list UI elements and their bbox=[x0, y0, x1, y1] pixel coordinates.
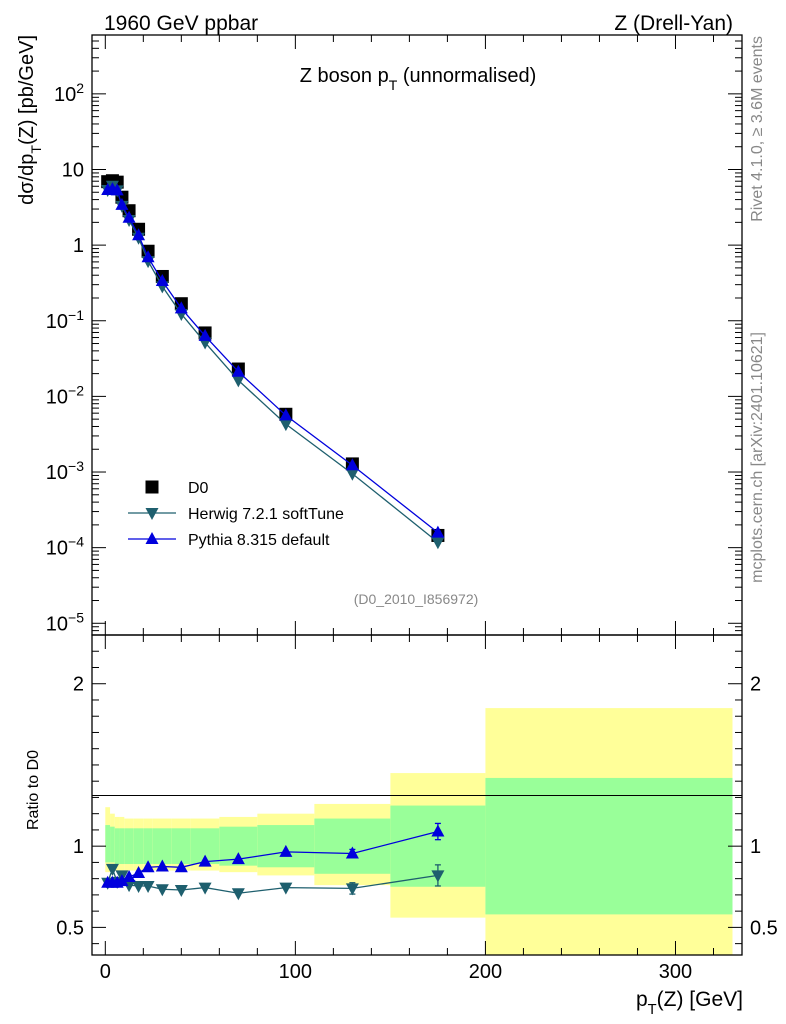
ratio-data-point bbox=[345, 883, 359, 896]
x-tick-label: 300 bbox=[659, 961, 692, 983]
main-y-tick-label: 1 bbox=[73, 235, 84, 257]
main-data-point bbox=[141, 250, 155, 263]
x-tick-label: 100 bbox=[279, 961, 312, 983]
stat-uncertainty-band bbox=[114, 828, 120, 865]
legend-label: Herwig 7.2.1 softTune bbox=[188, 506, 344, 523]
ratio-y-tick-label-right: 0.5 bbox=[750, 917, 778, 939]
ratio-y-tick-label-right: 1 bbox=[750, 836, 761, 858]
main-y-tick-label: 10−4 bbox=[46, 534, 84, 560]
ratio-data-point bbox=[345, 846, 359, 859]
ratio-data-point bbox=[174, 885, 188, 898]
stat-uncertainty-band bbox=[143, 828, 153, 865]
ratio-panel-frame bbox=[91, 634, 743, 956]
ratio-y-tick-label-right: 2 bbox=[750, 674, 761, 696]
energy-label: 1960 GeV ppbar bbox=[104, 12, 258, 35]
x-tick-label: 200 bbox=[469, 961, 502, 983]
main-data-point bbox=[345, 458, 359, 471]
main-data-point bbox=[115, 197, 129, 210]
main-data-point bbox=[345, 468, 359, 481]
stat-uncertainty-band bbox=[171, 828, 191, 865]
process-label: Z (Drell-Yan) bbox=[614, 12, 733, 35]
main-data-point bbox=[431, 525, 445, 538]
ratio-data-point bbox=[279, 882, 293, 895]
ratio-data-point bbox=[431, 870, 445, 883]
ratio-data-point bbox=[132, 880, 146, 893]
legend-marker bbox=[145, 508, 159, 520]
main-data-point bbox=[231, 375, 245, 388]
ratio-y-tick-label: 0.5 bbox=[56, 917, 84, 939]
stat-uncertainty-band bbox=[105, 825, 111, 863]
source-label: mcplots.cern.ch [arXiv:2401.10621] bbox=[749, 332, 766, 583]
ratio-data-point bbox=[132, 865, 146, 878]
main-data-point bbox=[132, 228, 146, 241]
main-data-point bbox=[174, 301, 188, 314]
legend-label: Pythia 8.315 default bbox=[188, 532, 330, 549]
ratio-data-point bbox=[174, 860, 188, 873]
ratio-data-point bbox=[115, 874, 129, 887]
ratio-uncertainty-bands bbox=[105, 708, 733, 955]
stat-uncertainty-band bbox=[119, 828, 125, 865]
x-axis-label: pT(Z) [GeV] bbox=[636, 988, 743, 1018]
ratio-data-point bbox=[155, 884, 169, 897]
ratio-y-tick-label: 2 bbox=[73, 674, 84, 696]
legend-marker bbox=[145, 480, 159, 494]
main-y-tick-label: 10−2 bbox=[46, 382, 84, 408]
stat-uncertainty-band bbox=[314, 818, 391, 874]
main-y-tick-label: 102 bbox=[54, 80, 84, 106]
main-title: Z boson pT (unnormalised) bbox=[300, 65, 536, 93]
main-panel: 10−5 10−4 10−3 10−2 10−1 1 10 102 Z boson pT (u… bbox=[16, 34, 743, 636]
ratio-data-point bbox=[141, 860, 155, 873]
legend: D0 Herwig 7.2.1 softTune Pythia 8.315 defa… bbox=[128, 480, 344, 549]
main-data-point bbox=[231, 364, 245, 377]
stat-uncertainty-band bbox=[124, 828, 134, 865]
rivet-version-label: Rivet 4.1.0, ≥ 3.6M events bbox=[749, 36, 766, 222]
stat-uncertainty-band bbox=[133, 828, 144, 865]
ratio-data-point bbox=[231, 888, 245, 901]
main-y-axis-label: dσ/dpT(Z) [pb/GeV] bbox=[16, 35, 44, 205]
ratio-data-point bbox=[122, 870, 136, 883]
stat-uncertainty-band bbox=[485, 777, 733, 915]
x-ticks: 0 100 200 300 bbox=[100, 635, 714, 983]
legend-label: D0 bbox=[188, 480, 209, 497]
main-y-tick-label: 10−1 bbox=[46, 307, 84, 333]
ratio-data-point bbox=[141, 880, 155, 893]
ratio-y-axis-label: Ratio to D0 bbox=[25, 750, 42, 830]
main-data-point bbox=[198, 328, 212, 341]
main-y-tick-label: 10−5 bbox=[46, 609, 84, 635]
x-tick-label: 0 bbox=[100, 961, 111, 983]
main-data-point bbox=[110, 183, 124, 196]
main-data-point bbox=[155, 274, 169, 287]
ratio-series bbox=[101, 822, 445, 901]
main-y-tick-label: 10−3 bbox=[46, 458, 84, 484]
ratio-data-point bbox=[155, 859, 169, 872]
ratio-data-point bbox=[431, 824, 445, 837]
ratio-data-point bbox=[231, 852, 245, 865]
main-data-point bbox=[431, 537, 445, 550]
main-data-point bbox=[279, 408, 293, 421]
legend-marker bbox=[145, 532, 159, 544]
stat-uncertainty-band bbox=[152, 828, 172, 865]
ratio-data-point bbox=[105, 863, 119, 876]
main-y-ticks: 10−5 10−4 10−3 10−2 10−1 1 10 102 bbox=[46, 34, 742, 636]
main-data-point bbox=[279, 419, 293, 432]
ratio-data-point bbox=[198, 854, 212, 867]
ratio-panel: 0.5 0.5 1 1 2 2 0 100 200 300 Ratio to D0 pT(Z) … bbox=[25, 634, 778, 1018]
main-y-tick-label: 10 bbox=[62, 159, 84, 181]
ratio-y-ticks: 0.5 0.5 1 1 2 2 bbox=[56, 650, 778, 945]
stat-uncertainty-band bbox=[110, 826, 115, 863]
main-series bbox=[101, 174, 445, 550]
analysis-label: (D0_2010_I856972) bbox=[354, 591, 479, 607]
ratio-y-tick-label: 1 bbox=[73, 836, 84, 858]
ratio-data-point bbox=[279, 844, 293, 857]
main-data-point bbox=[122, 210, 136, 223]
ratio-data-point bbox=[198, 882, 212, 895]
